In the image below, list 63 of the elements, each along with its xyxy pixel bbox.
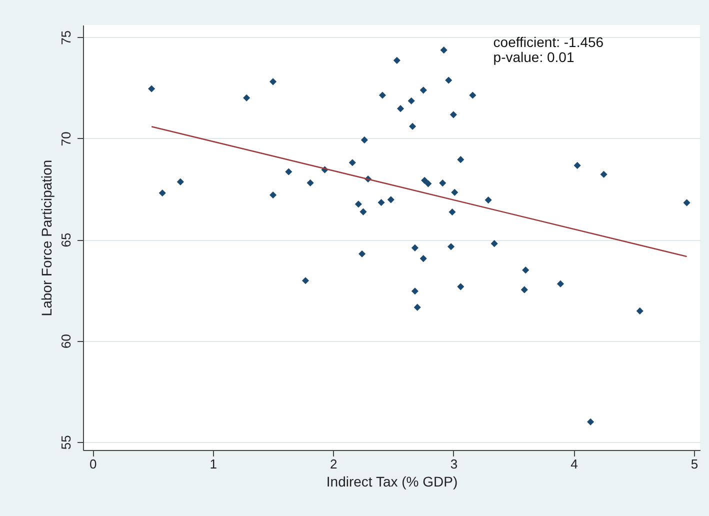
point xyxy=(396,105,404,112)
point xyxy=(420,255,427,262)
point xyxy=(387,196,394,204)
point xyxy=(448,208,456,216)
point xyxy=(520,286,528,294)
x-tick-label: 4 xyxy=(570,456,578,472)
point xyxy=(484,196,492,204)
point xyxy=(176,178,184,186)
point xyxy=(445,76,452,84)
point xyxy=(411,244,418,252)
x-tick-label: 2 xyxy=(330,456,338,472)
x-tick-label: 5 xyxy=(690,456,698,472)
point xyxy=(348,159,356,166)
point xyxy=(424,180,432,188)
point xyxy=(457,156,464,164)
y-tick-label: 75 xyxy=(58,30,74,45)
point xyxy=(269,78,277,86)
point xyxy=(490,240,498,248)
point xyxy=(269,191,277,199)
point xyxy=(448,243,455,250)
y-axis-title: Labor Force Participation xyxy=(38,160,54,316)
point xyxy=(411,288,418,295)
point xyxy=(574,162,581,169)
point xyxy=(469,92,476,99)
point xyxy=(358,250,366,258)
point xyxy=(393,56,400,64)
point xyxy=(457,283,464,290)
x-axis-title: Indirect Tax (% GDP) xyxy=(326,474,458,490)
point xyxy=(378,198,385,206)
point xyxy=(306,179,314,186)
point xyxy=(243,94,250,102)
point xyxy=(354,200,362,208)
point xyxy=(302,277,310,284)
point xyxy=(285,168,292,176)
annotation: coefficient: -1.456 xyxy=(493,34,604,50)
point xyxy=(439,180,446,187)
point xyxy=(420,86,427,94)
point xyxy=(600,170,608,178)
point xyxy=(158,189,166,197)
x-tick-label: 3 xyxy=(450,456,458,472)
point xyxy=(148,85,156,92)
annotation: p-value: 0.01 xyxy=(493,49,574,65)
y-tick-label: 70 xyxy=(58,132,74,146)
point xyxy=(683,199,690,206)
point xyxy=(440,46,448,54)
point xyxy=(409,122,416,130)
point xyxy=(587,418,594,426)
point xyxy=(360,136,368,144)
point xyxy=(636,307,644,314)
point xyxy=(408,97,415,104)
point xyxy=(522,266,530,274)
point xyxy=(450,111,457,118)
y-tick-label: 60 xyxy=(58,334,74,348)
y-tick-label: 65 xyxy=(58,232,74,248)
point xyxy=(414,304,421,311)
point xyxy=(360,208,367,216)
point xyxy=(378,92,386,99)
x-tick-label: 0 xyxy=(90,456,97,472)
x-tick-label: 1 xyxy=(210,456,218,472)
point xyxy=(556,280,564,288)
point xyxy=(451,188,458,196)
point xyxy=(421,176,428,184)
y-tick-label: 55 xyxy=(58,435,74,450)
